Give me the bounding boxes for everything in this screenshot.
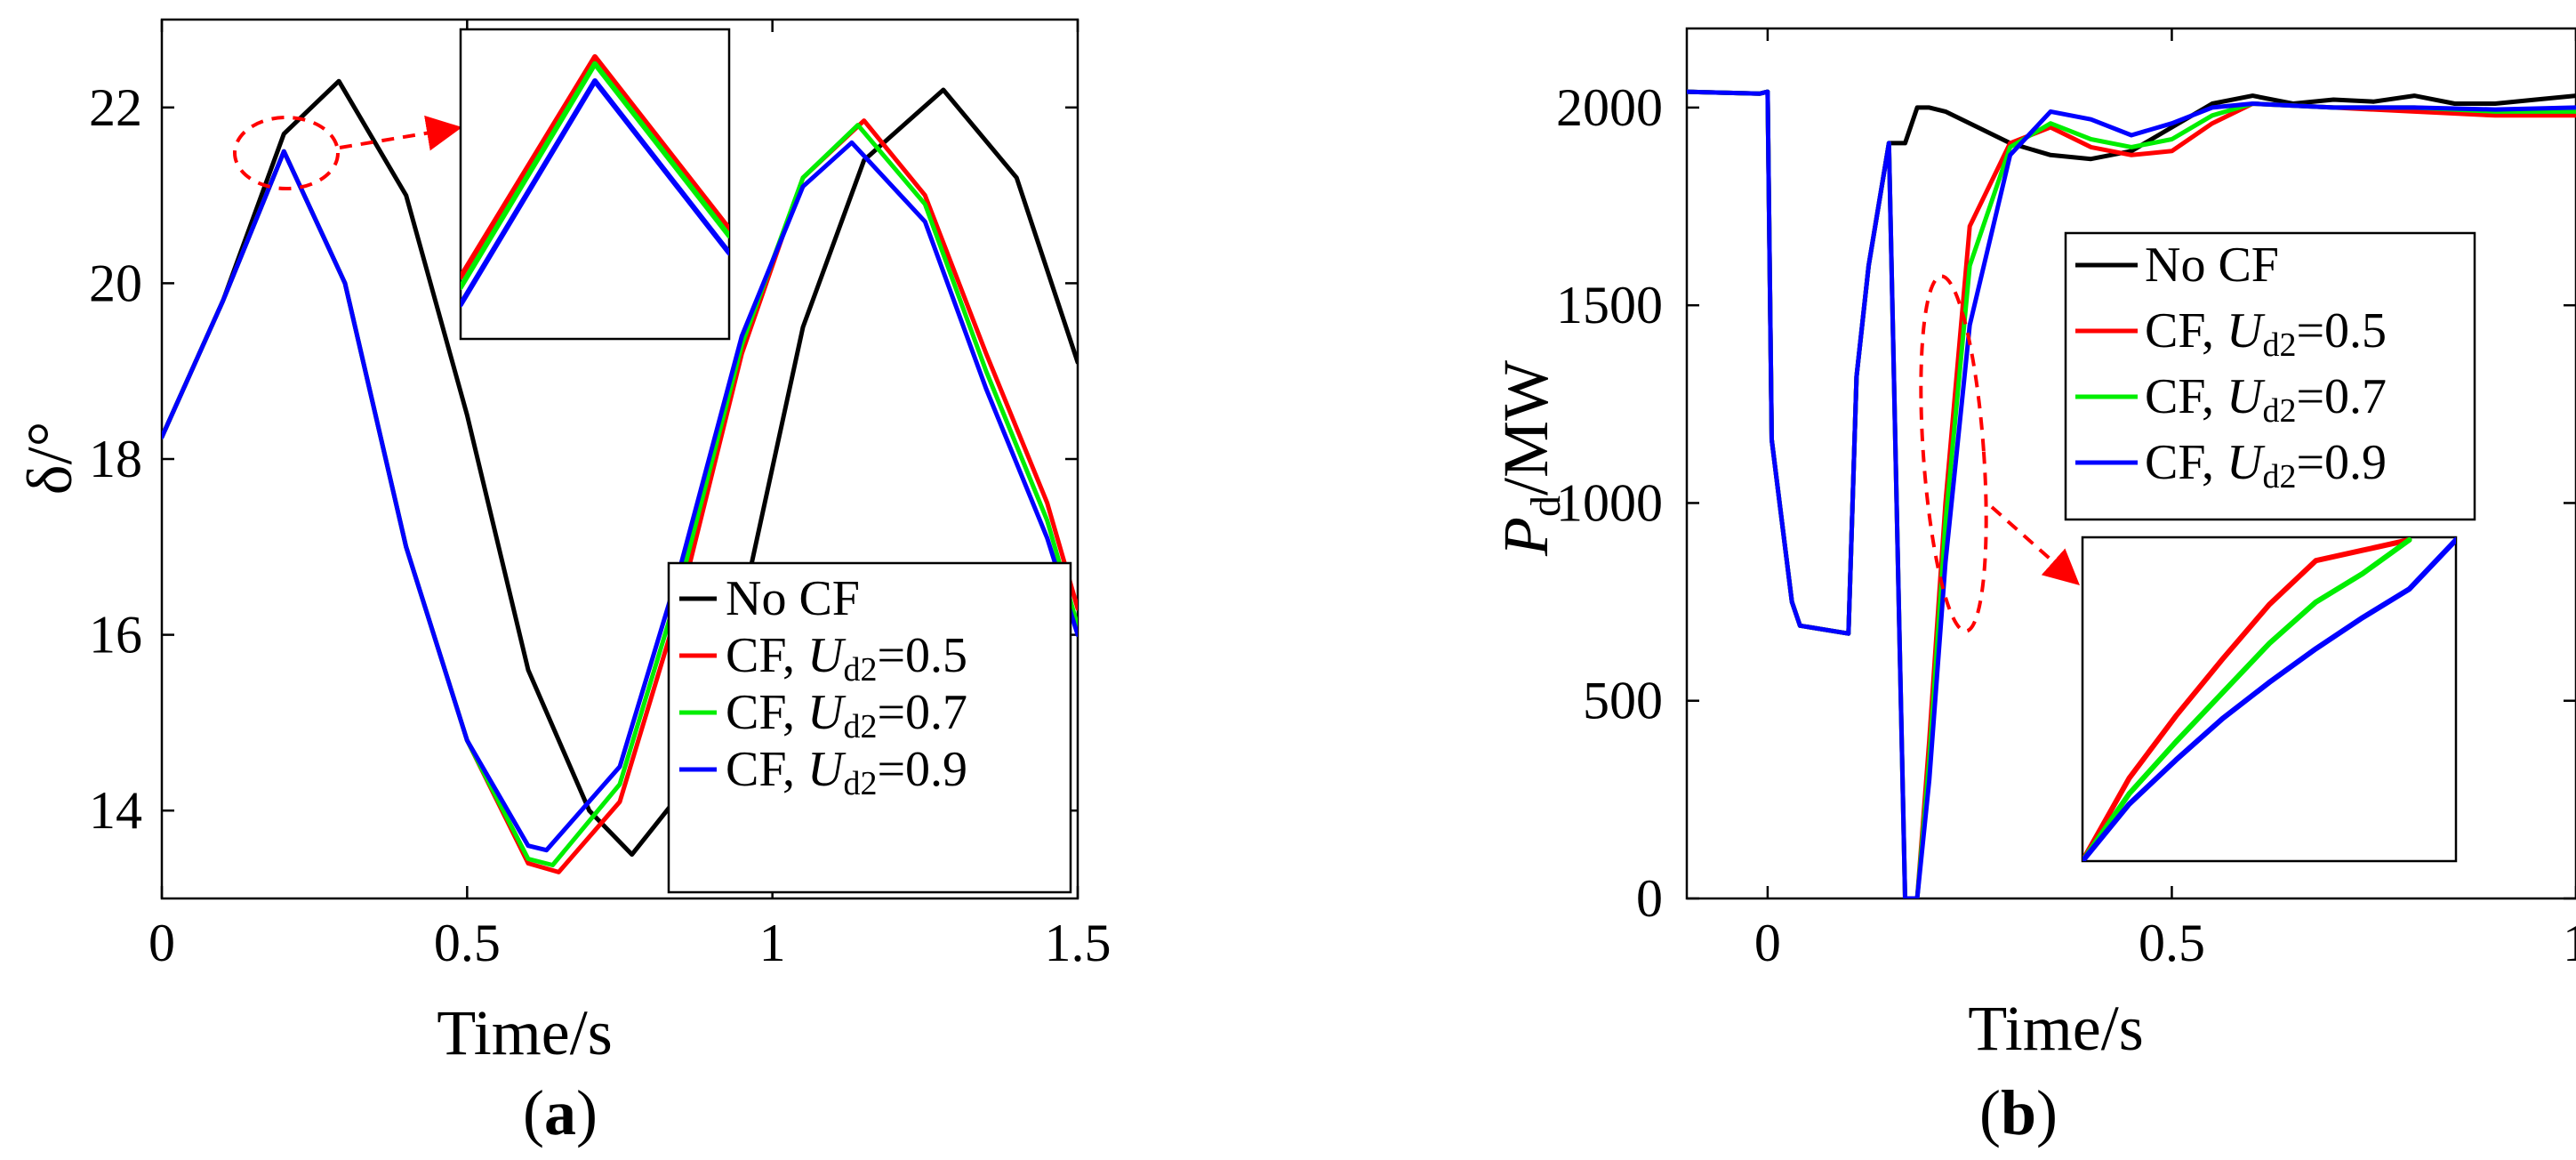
chart-b-legend-entries: No CF CF, Ud2=0.5CF, Ud2=0.7CF, Ud2=0.9 (2075, 238, 2387, 495)
legend-label-u09: CF, Ud2=0.9 (2145, 435, 2387, 495)
inset-line-u09 (2082, 537, 2456, 861)
panel-label-a: (a) (523, 1077, 598, 1148)
legend-label-u09: CF, Ud2=0.9 (726, 742, 967, 802)
y-tick-label: 2000 (1556, 78, 1663, 137)
chart-b-plot-frame (1685, 27, 2576, 900)
y-tick-label: 1500 (1556, 276, 1663, 334)
chart-a-inset-series (461, 53, 729, 308)
chart-a-annotation-ellipse (233, 116, 340, 190)
chart-b-series (1687, 89, 2576, 898)
chart-a-series (162, 78, 1078, 874)
legend-label-no_cf: No CF (726, 571, 860, 626)
legend-label-u05: CF, Ud2=0.5 (726, 628, 967, 689)
chart-b-annotation-ellipse (1919, 274, 1988, 633)
legend-label-u07: CF, Ud2=0.7 (726, 685, 967, 745)
inset-line-u05 (2082, 537, 2412, 861)
inset-line-u07 (2082, 537, 2412, 861)
series-line-no_cf (162, 78, 1078, 858)
chart-b-y-ticks: 0 500 1000 1500 2000 (1556, 78, 2576, 928)
chart-b-legend-box (2064, 231, 2476, 521)
chart-a-legend-box (667, 561, 1072, 894)
inset-line-u05 (461, 53, 729, 280)
y-tick-label: 14 (89, 781, 142, 840)
chart-a-annotation-arrow (339, 115, 462, 151)
chart-b-annotation-arrow (1990, 505, 2080, 585)
legend-label-u05: CF, Ud2=0.5 (2145, 303, 2387, 364)
x-tick-label: 0.5 (2139, 914, 2205, 972)
chart-b-inset-series (2082, 537, 2456, 861)
panel-label-b: (b) (1979, 1077, 2058, 1148)
chart-b-x-label: Time/s (1968, 993, 2143, 1064)
x-tick-label: 1.5 (1045, 914, 1111, 972)
x-tick-label: 1 (759, 914, 786, 972)
x-tick-label: 0 (148, 914, 175, 972)
legend-label-no_cf: No CF (2145, 238, 2279, 293)
chart-a-x-ticks: 0 0.5 1 1.5 (148, 20, 1111, 972)
chart-b-x-ticks: 0 0.5 1 (1754, 28, 2576, 972)
y-tick-label: 20 (89, 254, 142, 312)
chart-a-x-label: Time/s (437, 997, 612, 1068)
legend-label-u07: CF, Ud2=0.7 (2145, 369, 2387, 430)
y-tick-label: 18 (89, 430, 142, 488)
y-tick-label: 16 (89, 606, 142, 665)
x-tick-label: 0 (1754, 914, 1781, 972)
chart-b-legend: No CF CF, Ud2=0.5CF, Ud2=0.7CF, Ud2=0.9 (2064, 231, 2476, 521)
series-line-u09 (1687, 89, 2576, 898)
series-line-u09 (162, 140, 1078, 853)
y-tick-label: 0 (1636, 869, 1663, 928)
inset-line-u09 (461, 78, 729, 308)
chart-b-zoom-inset (2081, 536, 2458, 863)
y-tick-label: 1000 (1556, 473, 1663, 532)
chart-a-y-label: δ/° (14, 422, 85, 495)
inset-line-u07 (461, 60, 729, 290)
x-tick-label: 1 (2563, 914, 2576, 972)
y-tick-label: 22 (89, 78, 142, 137)
x-tick-label: 0.5 (434, 914, 501, 972)
chart-b-y-label: Pd/MW (1490, 360, 1569, 557)
y-tick-label: 500 (1583, 672, 1663, 730)
